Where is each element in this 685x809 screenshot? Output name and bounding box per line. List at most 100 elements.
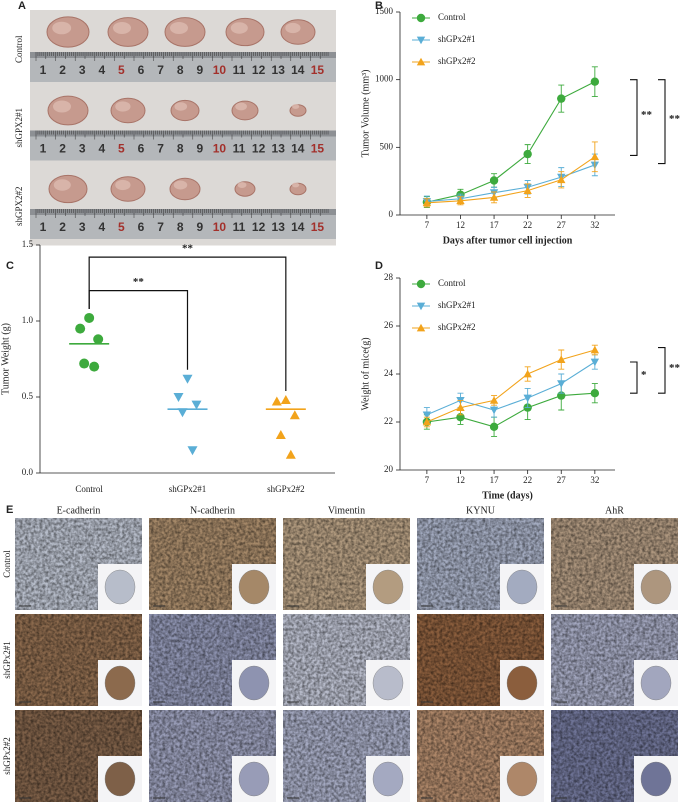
marker [489, 176, 499, 185]
marker [489, 396, 499, 404]
column-label: AhR [605, 505, 624, 516]
inset-tissue [640, 569, 672, 605]
tumor-highlight [285, 22, 301, 34]
ruler-number: 10 [213, 142, 227, 156]
ruler-number: 2 [59, 220, 66, 234]
marker [187, 446, 198, 456]
series-line [426, 156, 596, 204]
x-axis-label: Time (days) [482, 490, 533, 501]
marker [289, 410, 300, 420]
y-tick-label: 500 [380, 141, 394, 151]
y-tick-label: 1.5 [22, 239, 34, 249]
row-label: shGPx2#1 [2, 641, 12, 679]
tumor [110, 97, 146, 124]
x-tick-label: 27 [557, 220, 567, 230]
ruler-number: 1 [40, 220, 47, 234]
series-line [426, 349, 595, 423]
ruler-number: 13 [272, 142, 286, 156]
ruler-number: 11 [233, 142, 246, 156]
y-tick-label: 22 [384, 416, 393, 426]
inset-tissue [104, 761, 136, 797]
inset-tissue [506, 569, 538, 605]
ruler-number: 3 [79, 63, 86, 77]
tumor [169, 177, 201, 201]
x-tick-label: 17 [490, 475, 500, 485]
tumor-highlight [53, 179, 71, 191]
marker [89, 361, 100, 372]
ruler-number: 15 [311, 220, 325, 234]
x-tick-label: 27 [557, 475, 567, 485]
x-tick-label: 7 [425, 475, 430, 485]
x-tick-label: shGPx2#2 [267, 484, 305, 494]
ruler-number: 13 [272, 63, 286, 77]
significance-label: ** [641, 109, 653, 121]
panel-letter: D [375, 260, 383, 272]
x-axis-label: Days after tumor cell injection [443, 235, 573, 246]
panel-letter: C [6, 260, 14, 272]
y-tick-label: 1500 [375, 6, 394, 16]
marker [182, 374, 193, 384]
significance-bracket [630, 79, 638, 157]
tumor-highlight [292, 104, 300, 109]
series-line [426, 361, 596, 416]
ruler-number: 14 [291, 220, 305, 234]
ruler-number: 11 [233, 63, 246, 77]
column-label: Vimentin [328, 505, 365, 516]
marker [590, 345, 600, 354]
y-tick-label: 28 [384, 272, 394, 282]
ruler-number: 12 [252, 142, 266, 156]
panel-letter: E [6, 504, 13, 516]
marker [280, 395, 291, 405]
ruler-number: 10 [213, 220, 227, 234]
marker [173, 393, 184, 402]
significance-bracket [658, 79, 666, 165]
significance-bracket [88, 290, 189, 370]
marker [523, 394, 532, 403]
tumor-highlight [115, 179, 131, 191]
y-tick-label: 0 [389, 209, 394, 219]
tumor-highlight [115, 101, 131, 112]
y-tick-label: 24 [384, 368, 394, 378]
y-axis-label: Weight of mice(g) [360, 337, 371, 410]
y-axis-label: Tumor Weight (g) [0, 323, 11, 395]
tumor-highlight [53, 100, 71, 113]
significance-label: * [641, 369, 647, 381]
significance-bracket [88, 256, 287, 392]
series-line [426, 81, 596, 203]
significance-label: ** [182, 243, 194, 255]
ruler-number: 5 [118, 63, 125, 77]
legend-label: shGPx2#1 [438, 300, 476, 310]
ruler-number: 12 [252, 63, 266, 77]
row-label: Control [2, 550, 12, 578]
row-label: shGPX2#2 [14, 186, 24, 226]
marker [557, 380, 566, 388]
tumor-highlight [235, 102, 247, 111]
inset-tissue [238, 761, 270, 797]
row-label: shGPX2#1 [14, 108, 24, 148]
column-label: E-cadherin [57, 505, 101, 516]
ruler-number: 1 [40, 142, 47, 156]
marker [422, 417, 432, 426]
inset-tissue [372, 569, 404, 605]
y-tick-label: 26 [384, 320, 394, 330]
legend-label: shGPx2#2 [438, 56, 476, 66]
x-tick-label: 17 [490, 220, 500, 230]
legend-marker [416, 302, 426, 311]
panel-letter: B [375, 0, 383, 12]
ruler-number: 4 [98, 63, 105, 77]
y-tick-label: 0.5 [22, 391, 34, 401]
legend-label: shGPx2#2 [438, 322, 476, 332]
inset-tissue [372, 761, 404, 797]
x-tick-label: 12 [456, 220, 465, 230]
marker [590, 389, 600, 398]
ruler-number: 9 [196, 220, 203, 234]
y-tick-label: 0.0 [22, 467, 34, 477]
legend-marker [416, 13, 426, 23]
marker [422, 198, 432, 207]
significance-label: ** [669, 113, 681, 125]
column-label: N-cadherin [190, 505, 235, 516]
inset-tissue [506, 665, 538, 701]
marker [590, 152, 600, 161]
marker [523, 149, 532, 159]
marker [84, 312, 95, 323]
